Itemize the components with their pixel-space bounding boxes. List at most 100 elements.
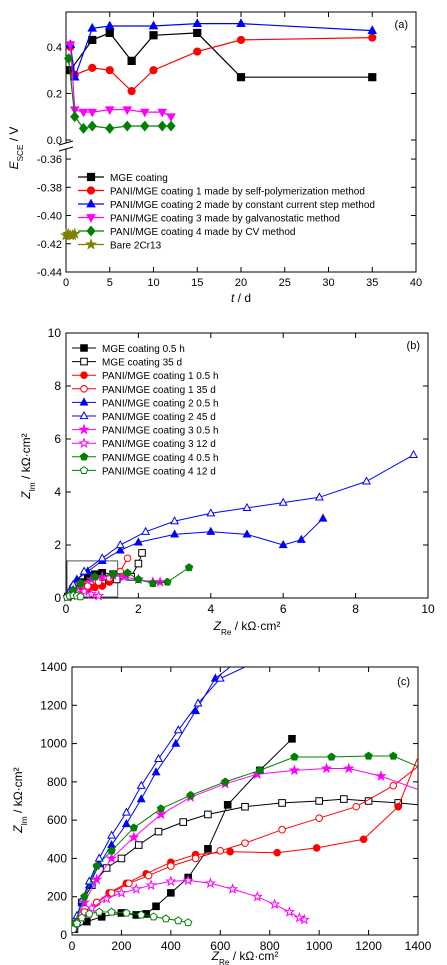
- legend: MGE coating PANI/MGE coating 1 made by se…: [78, 172, 375, 252]
- y-tick-label: -0.38: [37, 182, 62, 194]
- data-point: [191, 706, 201, 715]
- data-point: [145, 879, 157, 891]
- data-point: [269, 898, 281, 910]
- data-point: [216, 847, 225, 855]
- x-tick-label: 0: [63, 602, 70, 616]
- y-tick-label: 0.0: [47, 135, 62, 147]
- legend-marker: [80, 344, 88, 352]
- data-point: [298, 913, 310, 925]
- axis-break-mark: [58, 146, 74, 152]
- data-point: [167, 889, 175, 897]
- series-line: [67, 567, 190, 598]
- y-tick-label: 200: [47, 890, 67, 904]
- series-8: [72, 751, 418, 928]
- data-point: [226, 883, 239, 894]
- data-point: [125, 879, 133, 888]
- data-point: [77, 913, 87, 922]
- legend-entry: PANI/MGE coating 4 made by CV method: [110, 227, 295, 238]
- data-point: [241, 802, 249, 811]
- data-point: [76, 592, 85, 601]
- series-line: [72, 667, 231, 928]
- data-point: [314, 492, 324, 501]
- data-point: [107, 889, 116, 897]
- data-point: [94, 853, 104, 862]
- data-point: [72, 919, 82, 928]
- data-point: [193, 47, 202, 56]
- legend-marker: [78, 437, 90, 449]
- legend-marker: [79, 452, 89, 461]
- x-axis-label: t / d: [231, 291, 251, 305]
- data-point: [186, 790, 195, 799]
- series-6: [72, 762, 418, 929]
- data-point: [154, 753, 163, 763]
- series-5: [59, 227, 81, 241]
- data-point: [108, 569, 118, 578]
- legend-entry: PANI/MGE coating 1 35 d: [102, 385, 216, 396]
- data-point: [149, 66, 158, 75]
- panel-label: (b): [407, 340, 420, 352]
- x-tick-label: 6: [280, 602, 287, 616]
- data-point: [361, 476, 371, 485]
- y-axis-label: ESCE / V: [7, 127, 25, 170]
- data-point: [166, 113, 176, 123]
- y-tick-label: 600: [47, 813, 67, 827]
- data-point: [136, 794, 146, 803]
- data-point: [151, 767, 161, 776]
- y-tick-label: -0.36: [37, 154, 62, 166]
- legend-marker: [79, 411, 89, 420]
- y-tick-label: 0.2: [47, 88, 62, 100]
- y-tick-label: -0.40: [37, 211, 62, 223]
- series-3: [65, 41, 176, 123]
- data-point: [241, 839, 249, 847]
- y-tick-label: 1000: [40, 737, 67, 751]
- data-point: [315, 814, 323, 822]
- legend-marker: [84, 238, 98, 250]
- data-point: [154, 576, 166, 587]
- data-point: [130, 883, 142, 894]
- data-point: [157, 108, 168, 118]
- series-7: [72, 874, 310, 933]
- data-point: [141, 526, 151, 535]
- x-tick-label: 400: [161, 939, 181, 953]
- x-tick-label: 800: [260, 939, 280, 953]
- legend-marker: [80, 371, 88, 379]
- data-point: [100, 892, 113, 904]
- series-line: [69, 37, 373, 92]
- y-tick-label: 6: [54, 432, 61, 446]
- data-point: [105, 852, 118, 864]
- data-point: [133, 537, 143, 546]
- x-tick-label: 8: [352, 602, 359, 616]
- data-point: [343, 762, 355, 774]
- data-point: [92, 589, 105, 601]
- y-tick-label: 0: [54, 591, 61, 605]
- data-point: [367, 25, 378, 34]
- y-tick-label: 10: [48, 326, 62, 340]
- series-4: [64, 53, 176, 134]
- data-point: [64, 53, 74, 64]
- legend-marker: [86, 198, 96, 208]
- data-point: [389, 751, 398, 760]
- data-point: [117, 854, 126, 863]
- y-tick-label: 2: [54, 538, 61, 552]
- data-point: [174, 916, 183, 925]
- y-tick-label: 800: [47, 775, 67, 789]
- data-point: [315, 797, 323, 805]
- data-point: [91, 583, 99, 592]
- data-point: [104, 106, 115, 116]
- legend: MGE coating 0.5 h MGE coating 35 d PANI/MG…: [72, 344, 219, 477]
- plot-area: [72, 667, 418, 934]
- y-axis-label: ZIm / kΩ·cm²: [11, 767, 29, 833]
- data-point: [154, 827, 163, 836]
- x-tick-label: 600: [210, 939, 230, 953]
- data-point: [107, 830, 117, 839]
- data-point: [179, 818, 188, 826]
- data-point: [278, 497, 288, 506]
- data-point: [171, 738, 181, 747]
- data-point: [121, 818, 131, 828]
- series-5: [72, 667, 246, 931]
- x-tick-label: 25: [279, 277, 291, 289]
- data-point: [204, 845, 212, 853]
- data-point: [134, 559, 143, 568]
- data-point: [166, 120, 176, 132]
